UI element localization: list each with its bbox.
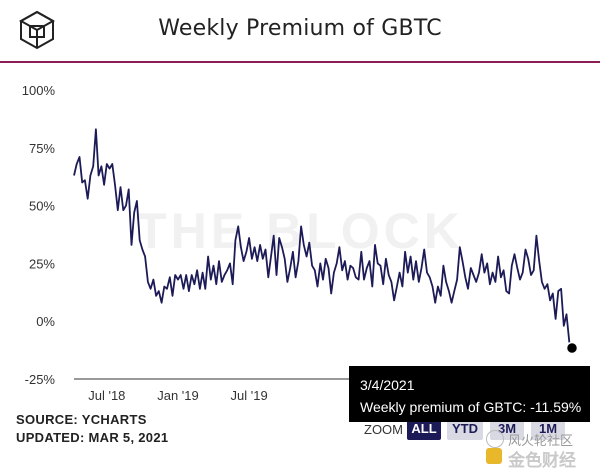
- wechat-icon: [486, 430, 504, 448]
- zoom-1m-button[interactable]: 1M: [531, 418, 565, 440]
- title-divider: [0, 61, 600, 63]
- corner-watermark-line2: 金色财经: [508, 451, 576, 471]
- tooltip-value: Weekly premium of GBTC: -11.59%: [360, 399, 582, 415]
- series-line-gbtc-premium: [73, 128, 573, 349]
- x-tick-label: Jan '19: [157, 388, 199, 403]
- y-tick-label: 0%: [36, 314, 55, 329]
- zoom-label: ZOOM: [364, 422, 403, 437]
- y-tick-label: 75%: [29, 141, 55, 156]
- updated-line: UPDATED: MAR 5, 2021: [16, 430, 169, 445]
- corner-watermark-line1: 风火轮社区: [508, 434, 574, 449]
- zoom-ytd-button[interactable]: YTD: [447, 418, 483, 440]
- corner-watermark: 风火轮社区 金色财经: [486, 426, 594, 471]
- zoom-all-button[interactable]: ALL: [407, 418, 441, 440]
- y-tick-label: 50%: [29, 199, 55, 214]
- x-tick-label: Jul '18: [88, 388, 125, 403]
- x-tick-label: Jul '19: [231, 388, 268, 403]
- jinse-logo-icon: [486, 448, 502, 464]
- highlight-point: [565, 341, 579, 355]
- chart-watermark: THE BLOCK: [136, 203, 464, 259]
- data-tooltip: 3/4/2021 Weekly premium of GBTC: -11.59%: [349, 366, 590, 422]
- tooltip-date: 3/4/2021: [360, 377, 415, 393]
- chart-title: Weekly Premium of GBTC: [158, 16, 442, 41]
- y-tick-label: 25%: [29, 256, 55, 271]
- the-block-logo-icon: [18, 10, 56, 50]
- y-tick-label: 100%: [22, 83, 56, 98]
- y-tick-label: -25%: [25, 372, 56, 387]
- source-line: SOURCE: YCHARTS: [16, 412, 147, 427]
